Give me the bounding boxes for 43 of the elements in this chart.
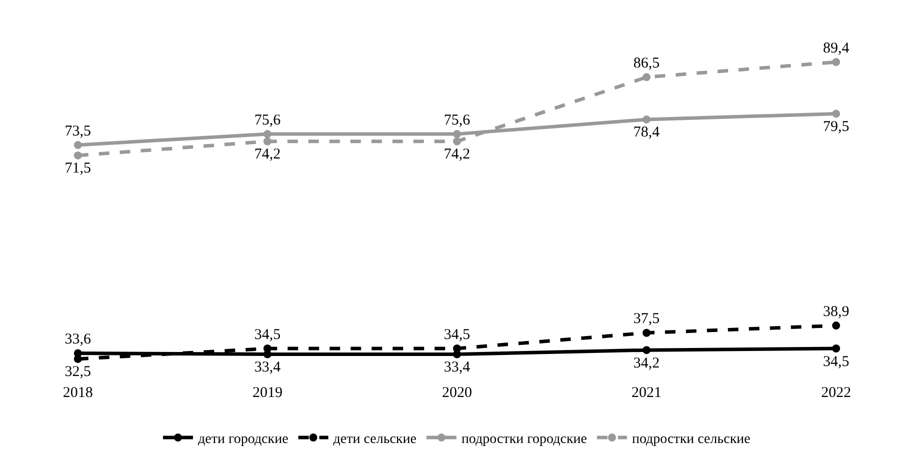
point [74,151,82,160]
data-label: 33,4 [254,360,282,376]
data-label: 74,2 [444,146,470,163]
data-label: 73,5 [64,123,92,140]
data-label: 74,2 [254,146,281,163]
point [453,130,461,138]
data-label: 34,5 [254,326,281,343]
point [642,115,651,124]
data-label: 89,4 [822,40,850,56]
data-label: 34,5 [822,354,850,370]
point [642,73,651,82]
point [453,137,461,146]
data-label: 78,4 [633,124,660,141]
data-label: 32,5 [64,364,92,380]
x-tick-label: 2018 [62,385,93,401]
data-label: 75,6 [254,112,282,128]
x-tick-label: 2019 [252,385,282,401]
point [74,141,82,150]
x-tick-label: 2022 [821,385,852,401]
data-label: 33,6 [64,331,92,348]
data-label: 75,6 [444,112,471,128]
x-tick-label: 2021 [632,385,662,401]
data-label: 34,2 [633,355,660,372]
legend-label: подростки сельские [632,432,750,447]
point [832,110,840,118]
point [263,130,272,138]
data-label: 38,9 [822,304,850,320]
data-label: 79,5 [822,118,850,135]
x-tick-label: 2020 [442,385,472,401]
legend-label: дети сельские [333,432,416,447]
point [832,322,840,330]
point [263,137,272,146]
point [832,58,840,66]
data-label: 86,5 [633,55,660,72]
data-label: 33,4 [444,360,471,376]
data-label: 34,5 [444,326,470,343]
point [642,328,651,337]
legend-label: дети городские [198,432,288,447]
data-label: 71,5 [64,160,92,177]
data-label: 37,5 [633,311,660,328]
point [832,344,840,353]
legend-label: подростки городские [461,432,587,447]
point [642,346,651,354]
